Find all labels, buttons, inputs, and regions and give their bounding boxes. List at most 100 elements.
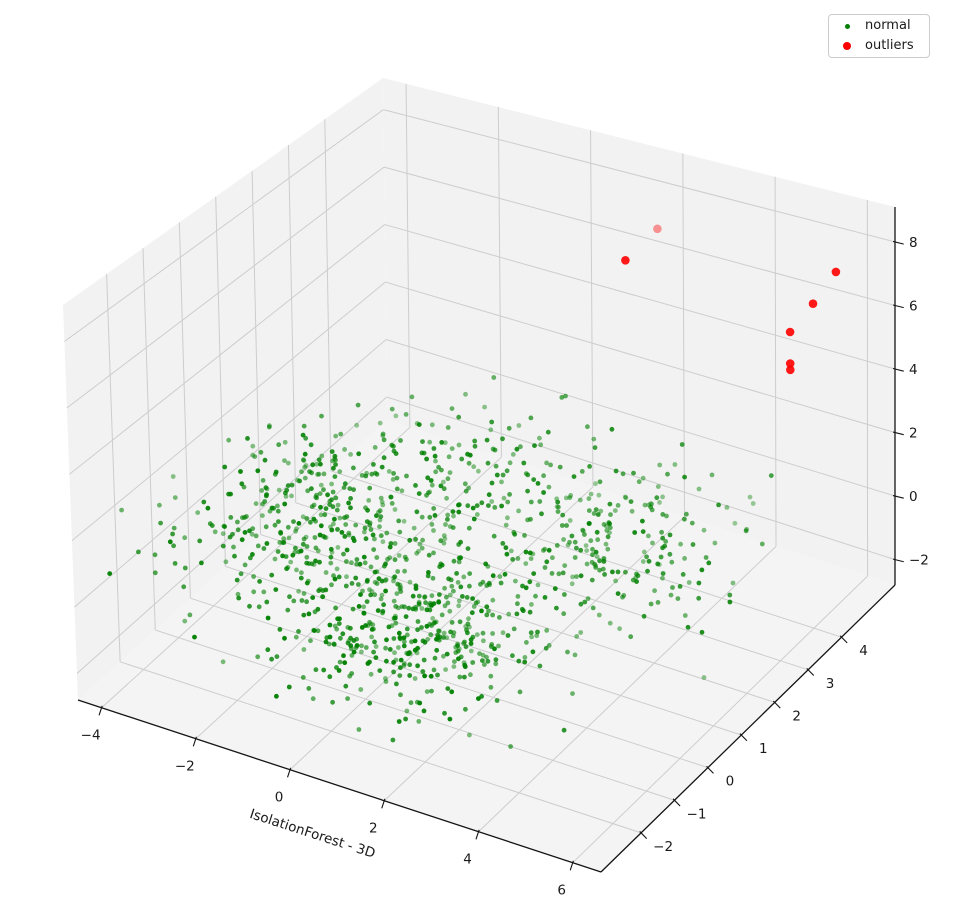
normal-point — [182, 618, 188, 624]
normal-point — [238, 469, 243, 474]
normal-point — [394, 486, 400, 492]
normal-point — [348, 505, 353, 511]
normal-point — [182, 535, 188, 541]
normal-point — [296, 629, 301, 634]
normal-point — [410, 593, 416, 599]
normal-point — [467, 452, 473, 458]
normal-point — [555, 499, 561, 505]
normal-point — [367, 485, 373, 491]
normal-point — [335, 616, 340, 622]
normal-point — [250, 443, 256, 449]
normal-point — [567, 539, 572, 545]
normal-point — [212, 529, 218, 535]
normal-point — [379, 499, 385, 505]
normal-point — [582, 532, 587, 537]
normal-point — [593, 565, 599, 570]
normal-point — [491, 533, 497, 539]
normal-point — [391, 448, 397, 454]
normal-point — [561, 537, 566, 542]
y-tick-mark — [806, 667, 815, 676]
normal-point — [317, 491, 323, 496]
normal-point — [235, 591, 241, 597]
normal-point — [467, 583, 472, 589]
normal-point — [585, 424, 590, 430]
normal-point — [386, 469, 392, 474]
normal-point — [463, 706, 468, 712]
normal-point — [335, 502, 341, 508]
normal-point — [253, 501, 259, 506]
normal-point — [424, 456, 429, 462]
normal-point — [383, 588, 388, 594]
normal-point — [497, 615, 502, 620]
z-gridline-right — [385, 281, 896, 434]
normal-point — [391, 575, 397, 581]
normal-point — [197, 538, 203, 544]
normal-point — [360, 588, 365, 594]
normal-point — [396, 645, 401, 650]
normal-point — [660, 571, 666, 576]
normal-point — [373, 655, 379, 660]
normal-point — [583, 543, 589, 548]
normal-point — [310, 462, 316, 468]
normal-point — [346, 638, 352, 644]
normal-point — [421, 708, 427, 714]
normal-point — [436, 628, 441, 634]
normal-point — [205, 505, 211, 511]
normal-point — [610, 569, 615, 575]
normal-point — [591, 436, 597, 442]
normal-point — [280, 540, 285, 546]
normal-point — [466, 525, 472, 531]
normal-point — [744, 526, 749, 532]
normal-point — [546, 643, 552, 648]
normal-point — [235, 527, 241, 533]
normal-point — [187, 612, 193, 618]
normal-point — [423, 600, 428, 606]
normal-point — [306, 611, 312, 617]
normal-point — [466, 460, 472, 466]
y-tick-label: −2 — [653, 839, 673, 855]
normal-point — [377, 517, 383, 523]
normal-point — [437, 564, 443, 570]
normal-point — [489, 499, 495, 504]
outlier-point — [785, 327, 795, 337]
normal-point — [428, 673, 434, 679]
normal-point — [699, 629, 705, 635]
normal-point — [505, 633, 511, 638]
normal-point — [377, 668, 383, 673]
normal-point — [578, 547, 584, 553]
z-gridline-right — [385, 339, 896, 497]
y-tick-label: −1 — [687, 806, 707, 822]
normal-point — [641, 613, 647, 619]
normal-point — [442, 710, 447, 716]
normal-point — [152, 570, 158, 576]
normal-point — [667, 551, 673, 557]
normal-point — [220, 659, 226, 665]
normal-point — [585, 596, 591, 601]
normal-marker-icon — [844, 23, 850, 29]
normal-point — [466, 485, 471, 491]
normal-point — [525, 517, 530, 523]
z-tick-label: 2 — [909, 426, 918, 442]
normal-point — [568, 493, 574, 498]
normal-point — [402, 554, 408, 560]
normal-point — [586, 521, 592, 526]
normal-point — [264, 486, 270, 492]
normal-point — [535, 582, 541, 588]
normal-point — [221, 523, 227, 529]
normal-point — [365, 661, 371, 666]
normal-point — [485, 460, 491, 466]
normal-point — [380, 431, 386, 437]
normal-point — [415, 619, 421, 624]
normal-point — [514, 611, 520, 617]
normal-point — [409, 394, 415, 400]
normal-point — [482, 662, 487, 667]
normal-point — [386, 624, 392, 630]
normal-point — [732, 520, 738, 526]
normal-point — [407, 662, 413, 668]
normal-point — [750, 501, 756, 506]
normal-point — [595, 512, 601, 517]
normal-point — [404, 632, 410, 638]
normal-point — [334, 566, 340, 572]
normal-point — [371, 649, 376, 655]
normal-point — [407, 579, 413, 585]
